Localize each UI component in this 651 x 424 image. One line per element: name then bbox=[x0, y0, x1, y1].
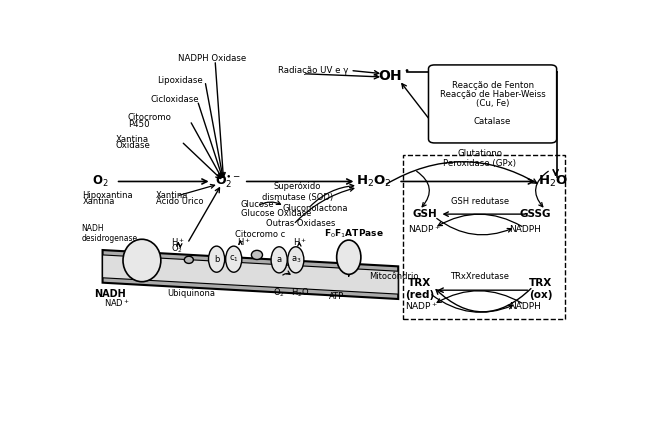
Text: Citocromo: Citocromo bbox=[128, 113, 172, 122]
Text: NADPH Oxidase: NADPH Oxidase bbox=[178, 54, 247, 63]
Text: ATP: ATP bbox=[329, 292, 344, 301]
Ellipse shape bbox=[337, 240, 361, 274]
Text: NADP$^+$: NADP$^+$ bbox=[406, 300, 439, 312]
Text: Hipoxantina: Hipoxantina bbox=[83, 191, 133, 200]
Text: Superóxido
dismutase (SOD): Superóxido dismutase (SOD) bbox=[262, 182, 333, 202]
Text: TRX
(ox): TRX (ox) bbox=[529, 279, 552, 300]
Text: NAD$^+$: NAD$^+$ bbox=[104, 297, 130, 309]
Ellipse shape bbox=[251, 250, 262, 259]
Text: F$_0$F$_1$ATPase: F$_0$F$_1$ATPase bbox=[324, 227, 383, 240]
Text: O$_2^{\bullet-}$: O$_2^{\bullet-}$ bbox=[215, 173, 241, 190]
Text: NADH
desidrogenase: NADH desidrogenase bbox=[81, 224, 137, 243]
Text: a: a bbox=[277, 255, 282, 264]
Ellipse shape bbox=[123, 239, 161, 282]
Text: Oxidase: Oxidase bbox=[116, 141, 150, 150]
Text: Citocromo c: Citocromo c bbox=[235, 230, 286, 239]
Text: Mitocôndrio: Mitocôndrio bbox=[369, 272, 419, 281]
Text: O$_2$: O$_2$ bbox=[171, 242, 183, 255]
Text: Lipoxidase: Lipoxidase bbox=[157, 76, 203, 85]
Ellipse shape bbox=[184, 256, 193, 263]
Ellipse shape bbox=[226, 246, 242, 272]
Text: Ácido Urico: Ácido Urico bbox=[156, 197, 204, 206]
Text: NADPH: NADPH bbox=[510, 302, 541, 311]
Text: Reacção de Haber-Weiss: Reacção de Haber-Weiss bbox=[439, 90, 546, 99]
FancyBboxPatch shape bbox=[428, 65, 557, 143]
Text: (Cu, Fe): (Cu, Fe) bbox=[476, 99, 509, 108]
Text: Glutationo
Peroxidase (GPx): Glutationo Peroxidase (GPx) bbox=[443, 149, 516, 168]
Text: O$_2$: O$_2$ bbox=[92, 174, 109, 189]
Text: Ubiquinona: Ubiquinona bbox=[167, 289, 215, 298]
Text: Radiação UV e γ: Radiação UV e γ bbox=[278, 66, 348, 75]
Text: b: b bbox=[214, 255, 219, 264]
Text: GSH: GSH bbox=[412, 209, 437, 219]
Text: NADH: NADH bbox=[94, 289, 126, 299]
Text: Cicloxidase: Cicloxidase bbox=[151, 95, 200, 104]
Text: Xantina: Xantina bbox=[83, 197, 115, 206]
Text: OH$^\bullet$: OH$^\bullet$ bbox=[378, 70, 410, 84]
Text: H$^+$: H$^+$ bbox=[293, 236, 307, 248]
Text: c$_1$: c$_1$ bbox=[229, 254, 239, 265]
Text: NADP$^+$: NADP$^+$ bbox=[408, 223, 441, 235]
Text: H$_2$O$_2$: H$_2$O$_2$ bbox=[356, 174, 392, 189]
Text: P450: P450 bbox=[128, 120, 150, 129]
Text: Xantina: Xantina bbox=[156, 191, 188, 200]
Polygon shape bbox=[103, 255, 398, 294]
Text: Glucose: Glucose bbox=[241, 201, 275, 209]
Ellipse shape bbox=[271, 247, 287, 273]
Text: GSSG: GSSG bbox=[519, 209, 551, 219]
Text: Glucose Oxidase: Glucose Oxidase bbox=[241, 209, 311, 218]
Text: H$^+$: H$^+$ bbox=[237, 236, 251, 248]
Text: Gluconolactona: Gluconolactona bbox=[282, 204, 348, 213]
Text: a$_3$: a$_3$ bbox=[290, 254, 301, 265]
Text: TRX
(red): TRX (red) bbox=[405, 279, 434, 300]
Text: NADPH: NADPH bbox=[510, 225, 541, 234]
Text: Reacção de Fenton: Reacção de Fenton bbox=[452, 81, 534, 90]
Ellipse shape bbox=[288, 247, 304, 273]
Text: GSH redutase: GSH redutase bbox=[451, 197, 509, 206]
Text: H$_2$O: H$_2$O bbox=[291, 287, 309, 299]
Text: Outras Oxidases: Outras Oxidases bbox=[266, 219, 335, 229]
Polygon shape bbox=[103, 250, 398, 299]
Text: Xantina: Xantina bbox=[116, 134, 149, 144]
Text: O$_2$: O$_2$ bbox=[273, 287, 285, 299]
Text: H$^+$: H$^+$ bbox=[171, 236, 185, 248]
Text: TRxXredutase: TRxXredutase bbox=[450, 272, 510, 281]
Ellipse shape bbox=[208, 246, 225, 272]
Text: H$_2$O: H$_2$O bbox=[538, 174, 568, 189]
Text: Catalase: Catalase bbox=[474, 117, 511, 126]
